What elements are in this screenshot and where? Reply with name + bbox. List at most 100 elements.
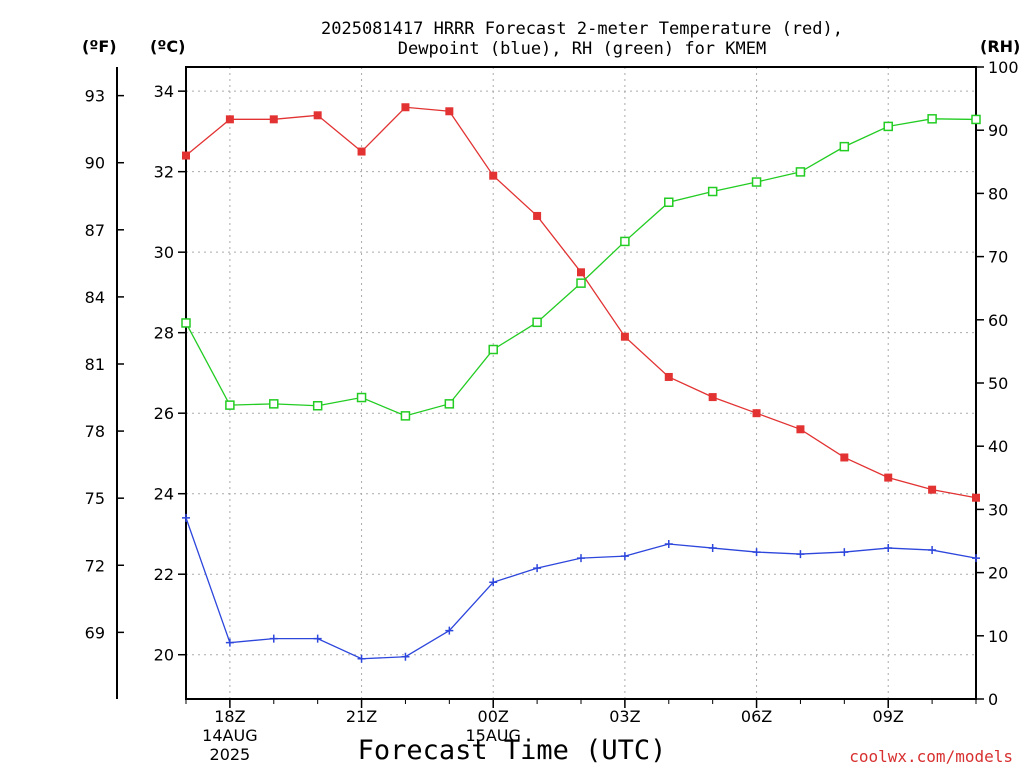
rh-tick-label: 90: [988, 121, 1008, 140]
celsius-tick-label: 28: [154, 324, 174, 343]
rh-axis: 0 10 20 30 40 50 60 70 80 90 100: [976, 58, 1019, 709]
fahrenheit-tick-label: 81: [85, 355, 105, 374]
celsius-tick-label: 34: [154, 82, 174, 101]
rh-point: [488, 344, 498, 355]
rh-point: [576, 278, 586, 288]
dewpoint-line: [185, 517, 977, 660]
rh-point: [620, 236, 630, 247]
celsius-tick-label: 24: [154, 485, 174, 504]
dewpoint-point: [533, 564, 542, 573]
temperature-point: [884, 473, 893, 482]
rh-tick-label: 30: [988, 500, 1008, 519]
fahrenheit-tick-label: 93: [85, 87, 105, 106]
rh-point: [664, 197, 674, 207]
series-layer: [181, 103, 981, 663]
time-tick-label: 18Z: [214, 707, 245, 726]
chart-title-line-1: 2025081417 HRRR Forecast 2-meter Tempera…: [321, 19, 843, 39]
celsius-tick-label: 32: [154, 163, 174, 182]
rh-point: [400, 411, 411, 421]
rh-point: [225, 400, 235, 410]
dewpoint-point: [708, 544, 717, 553]
dewpoint-point: [972, 554, 980, 563]
rh-tick-label: 0: [988, 690, 998, 709]
rh-point: [839, 141, 850, 152]
rh-point: [181, 318, 191, 328]
time-tick-year: 2025: [210, 745, 251, 764]
temperature-point: [357, 147, 366, 156]
time-tick-label: 21Z: [346, 707, 377, 726]
temperature-point: [489, 171, 498, 180]
temperature-point: [972, 493, 980, 502]
rh-tick-label: 20: [988, 564, 1008, 583]
rh-point: [971, 114, 981, 125]
rh-point: [883, 121, 893, 132]
dewpoint-point: [796, 550, 805, 559]
fahrenheit-tick-label: 87: [85, 221, 105, 240]
dewpoint-point: [182, 513, 190, 522]
dewpoint-point: [489, 578, 498, 587]
axes: [116, 66, 977, 700]
dewpoint-point: [269, 634, 278, 643]
rh-point: [795, 167, 806, 177]
rh-tick-label: 100: [988, 58, 1019, 77]
rh-point: [707, 186, 718, 197]
fahrenheit-tick-label: 72: [85, 556, 105, 575]
time-tick-label: 06Z: [741, 707, 772, 726]
fahrenheit-tick-label: 75: [85, 489, 105, 508]
temperature-point: [445, 107, 454, 116]
temperature-point: [225, 115, 234, 124]
time-tick-label: 00Z: [478, 707, 509, 726]
rh-point: [269, 399, 279, 409]
temperature-point: [664, 372, 673, 381]
chart-title-line-2: Dewpoint (blue), RH (green) for KMEM: [398, 39, 766, 59]
rh-tick-label: 40: [988, 437, 1008, 456]
fahrenheit-tick-label: 84: [85, 288, 105, 307]
fahrenheit-tick-label: 78: [85, 422, 105, 441]
fahrenheit-tick-label: 90: [85, 154, 105, 173]
celsius-tick-label: 22: [154, 565, 174, 584]
source-credit: coolwx.com/models: [849, 747, 1013, 766]
fahrenheit-tick-label: 69: [85, 623, 105, 642]
fahrenheit-axis: 69 72 75 78 81 84 87 90 93: [85, 87, 124, 642]
time-tick-label: 09Z: [873, 707, 904, 726]
time-tick-date: 14AUG: [202, 726, 257, 745]
rh-series: [181, 114, 981, 421]
temperature-line: [185, 106, 977, 499]
dewpoint-point: [313, 634, 322, 643]
temperature-point: [401, 103, 410, 112]
temperature-point: [840, 453, 849, 462]
dewpoint-point: [445, 626, 454, 635]
dewpoint-point: [401, 652, 410, 661]
rh-point: [751, 177, 762, 187]
dewpoint-point: [664, 540, 673, 549]
dewpoint-point: [357, 654, 366, 663]
celsius-unit-label: (ºC): [150, 37, 185, 56]
dewpoint-point: [884, 544, 893, 553]
temperature-point: [577, 268, 585, 277]
celsius-tick-label: 20: [154, 646, 174, 665]
rh-point: [444, 399, 455, 409]
rh-tick-label: 10: [988, 627, 1008, 646]
x-axis-label: Forecast Time (UTC): [358, 735, 667, 766]
rh-point: [927, 114, 937, 124]
plot-frame: [185, 66, 977, 700]
rh-point: [312, 401, 323, 411]
celsius-tick-label: 30: [154, 243, 174, 262]
celsius-axis: 20 22 24 26 28 30 32 34: [154, 82, 186, 665]
temperature-point: [708, 393, 717, 402]
temperature-point: [182, 151, 190, 160]
fahrenheit-unit-label: (ºF): [82, 37, 117, 56]
time-tick-label: 03Z: [609, 707, 640, 726]
dewpoint-point: [928, 546, 937, 555]
temperature-point: [620, 332, 629, 341]
temperature-point: [928, 485, 937, 494]
rh-tick-label: 50: [988, 374, 1008, 393]
rh-line: [185, 118, 977, 417]
dewpoint-point: [225, 638, 234, 647]
temperature-point: [269, 115, 278, 124]
dewpoint-point: [620, 552, 629, 561]
rh-point: [356, 392, 367, 403]
dewpoint-point: [752, 548, 761, 557]
